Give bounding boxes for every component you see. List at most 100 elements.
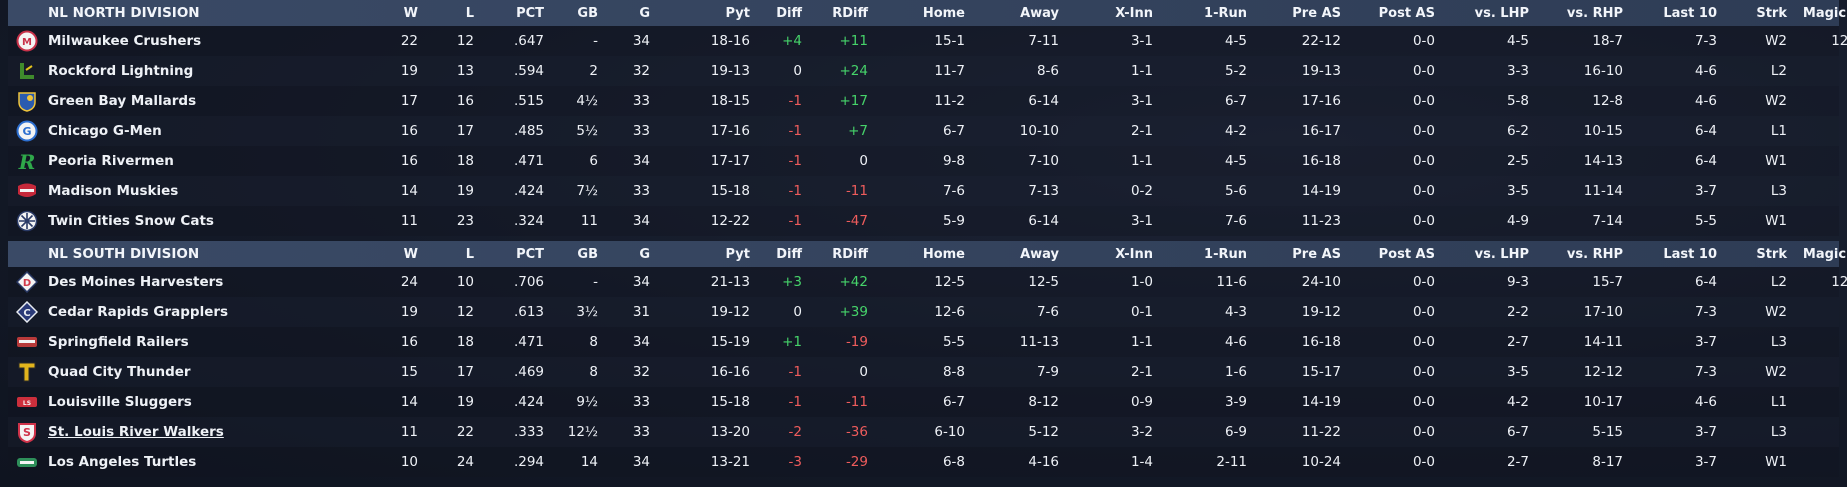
cell-home: 11-7 <box>934 63 965 79</box>
cell-preas: 16-18 <box>1301 153 1341 169</box>
column-header[interactable]: vs. RHP <box>1566 246 1623 262</box>
team-row[interactable]: R Peoria Rivermen 16 18 .471 6 34 17-17 -1 0 9-8 7-… <box>8 146 1839 176</box>
team-name[interactable]: Milwaukee Crushers <box>48 33 202 49</box>
cell-xinn: 3-1 <box>1130 213 1153 229</box>
cell-home: 11-2 <box>934 93 965 109</box>
column-header[interactable]: Pre AS <box>1292 246 1341 262</box>
team-name[interactable]: Madison Muskies <box>48 183 179 199</box>
cell-diff: -1 <box>788 394 802 410</box>
team-name[interactable]: Los Angeles Turtles <box>48 454 197 470</box>
team-row[interactable]: Green Bay Mallards 17 16 .515 4½ 33 18-15 -1 +17… <box>8 86 1839 116</box>
cell-onerun: 4-5 <box>1224 33 1247 49</box>
cell-pyt: 19-13 <box>710 63 750 79</box>
column-header[interactable]: Away <box>1020 246 1059 262</box>
column-header[interactable]: X-Inn <box>1115 246 1153 262</box>
column-header[interactable]: W <box>403 5 418 21</box>
cell-strk: W2 <box>1765 33 1787 49</box>
team-row[interactable]: D Des Moines Harvesters 24 10 .706 - 34 21-13 +3… <box>8 267 1847 297</box>
cell-last10: 3-7 <box>1694 424 1717 440</box>
team-row[interactable]: M Milwaukee Crushers 22 12 .647 - 34 18-16 +4 +11… <box>8 26 1847 56</box>
cell-vsrhp: 12-8 <box>1592 93 1623 109</box>
team-row[interactable]: Madison Muskies 14 19 .424 7½ 33 15-18 -1 -11 7-6… <box>8 176 1839 206</box>
cell-rdiff: +39 <box>839 304 869 320</box>
column-header[interactable]: vs. LHP <box>1474 246 1529 262</box>
team-row[interactable]: S St. Louis River Walkers 11 22 .333 12½ 33 13-… <box>8 417 1839 447</box>
column-header[interactable]: X-Inn <box>1115 5 1153 21</box>
cell-last10: 4-6 <box>1694 394 1717 410</box>
team-name[interactable]: Des Moines Harvesters <box>48 274 224 290</box>
column-header[interactable]: Magic# <box>1802 5 1847 21</box>
column-header[interactable]: RDiff <box>832 246 868 262</box>
column-header[interactable]: Strk <box>1756 246 1787 262</box>
column-header[interactable]: W <box>403 246 418 262</box>
column-header[interactable]: G <box>639 246 650 262</box>
cell-l: 17 <box>456 123 474 139</box>
team-row[interactable]: Springfield Railers 16 18 .471 8 34 15-19 +1 -19… <box>8 327 1839 357</box>
column-header[interactable]: PCT <box>516 5 544 21</box>
cell-rdiff: 0 <box>859 364 868 380</box>
cell-postas: 0-0 <box>1412 394 1435 410</box>
team-row[interactable]: Twin Cities Snow Cats 11 23 .324 11 34 12-22 -1… <box>8 206 1839 236</box>
column-header[interactable]: Magic# <box>1802 246 1847 262</box>
column-header[interactable]: Post AS <box>1378 5 1435 21</box>
cell-g: 34 <box>632 213 650 229</box>
column-header[interactable]: GB <box>577 5 598 21</box>
team-name[interactable]: Green Bay Mallards <box>48 93 197 109</box>
cell-last10: 4-6 <box>1694 93 1717 109</box>
team-name[interactable]: Louisville Sluggers <box>48 394 192 410</box>
column-header[interactable]: Pyt <box>725 246 750 262</box>
cell-pyt: 13-21 <box>710 454 750 470</box>
team-name[interactable]: Rockford Lightning <box>48 63 194 79</box>
column-header[interactable]: 1-Run <box>1204 246 1247 262</box>
cell-pyt: 15-18 <box>710 183 750 199</box>
column-header[interactable]: 1-Run <box>1204 5 1247 21</box>
team-name[interactable]: Cedar Rapids Grapplers <box>48 304 229 320</box>
team-row[interactable]: Los Angeles Turtles 10 24 .294 14 34 13-21 -3 -2… <box>8 447 1839 477</box>
team-row[interactable]: Quad City Thunder 15 17 .469 8 32 16-16 -1 0 8-8 7… <box>8 357 1839 387</box>
cell-g: 34 <box>632 33 650 49</box>
team-name[interactable]: Quad City Thunder <box>48 364 191 380</box>
column-header[interactable]: PCT <box>516 246 544 262</box>
team-row[interactable]: G Chicago G-Men 16 17 .485 5½ 33 17-16 -1 +7 6-7 10… <box>8 116 1839 146</box>
column-header[interactable]: Away <box>1020 5 1059 21</box>
column-header[interactable]: Diff <box>776 5 802 21</box>
team-row[interactable]: C Cedar Rapids Grapplers 19 12 .613 3½ 31 19-12… <box>8 297 1839 327</box>
column-header[interactable]: Pyt <box>725 5 750 21</box>
column-header[interactable]: L <box>465 5 474 21</box>
team-name[interactable]: Chicago G-Men <box>48 123 162 139</box>
cell-preas: 15-17 <box>1301 364 1341 380</box>
column-header[interactable]: Home <box>922 246 965 262</box>
column-header[interactable]: RDiff <box>832 5 868 21</box>
cell-l: 13 <box>456 63 474 79</box>
cell-w: 15 <box>400 364 418 380</box>
cell-gb: 8 <box>589 364 598 380</box>
column-header[interactable]: Last 10 <box>1663 246 1717 262</box>
column-header[interactable]: G <box>639 5 650 21</box>
crushers-logo: M <box>16 30 38 52</box>
column-header[interactable]: Strk <box>1756 5 1787 21</box>
cell-xinn: 1-4 <box>1130 454 1153 470</box>
cell-vsrhp: 11-14 <box>1583 183 1623 199</box>
column-header[interactable]: Diff <box>776 246 802 262</box>
cell-g: 34 <box>632 274 650 290</box>
column-header[interactable]: Pre AS <box>1292 5 1341 21</box>
team-name[interactable]: Springfield Railers <box>48 334 189 350</box>
team-row[interactable]: Rockford Lightning 19 13 .594 2 32 19-13 0 +24 11… <box>8 56 1839 86</box>
column-header[interactable]: Last 10 <box>1663 5 1717 21</box>
column-header[interactable]: Home <box>922 5 965 21</box>
column-header[interactable]: L <box>465 246 474 262</box>
cell-g: 32 <box>632 63 650 79</box>
cell-rdiff: -11 <box>845 183 868 199</box>
cell-vslhp: 9-3 <box>1506 274 1529 290</box>
column-header[interactable]: vs. RHP <box>1566 5 1623 21</box>
team-name[interactable]: Peoria Rivermen <box>48 153 174 169</box>
team-name[interactable]: St. Louis River Walkers <box>48 424 224 440</box>
column-header[interactable]: vs. LHP <box>1474 5 1529 21</box>
cell-diff: -1 <box>788 213 802 229</box>
column-header[interactable]: GB <box>577 246 598 262</box>
team-row[interactable]: LS Louisville Sluggers 14 19 .424 9½ 33 15-18 -1… <box>8 387 1839 417</box>
column-header[interactable]: Post AS <box>1378 246 1435 262</box>
svg-text:R: R <box>18 150 36 172</box>
team-name[interactable]: Twin Cities Snow Cats <box>48 213 214 229</box>
cell-g: 34 <box>632 334 650 350</box>
